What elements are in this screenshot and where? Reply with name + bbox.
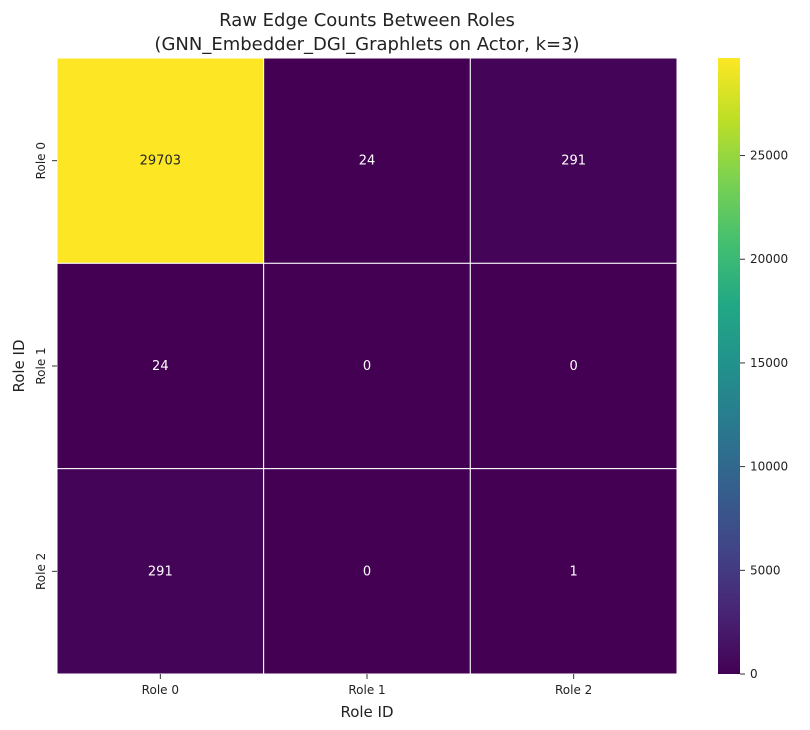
x-tick-label-1: Role 1	[348, 683, 385, 697]
y-axis-label: Role ID	[10, 339, 28, 392]
heatmap-cell-r2-c0	[56, 468, 265, 675]
cell-value-label-r1-c1: 0	[363, 359, 371, 374]
cell-value-label-r0-c1: 24	[359, 154, 376, 169]
colorbar-tick-label-2: 10000	[750, 460, 788, 474]
heatmap-cell-r1-c0	[56, 262, 265, 470]
heatmap-cell-r0-c1	[263, 57, 471, 264]
colorbar	[718, 58, 740, 674]
colorbar-ticks: 0 5000 10000 15000 20000 25000	[740, 149, 788, 681]
colorbar-tick-label-5: 25000	[750, 149, 788, 163]
y-axis: Role 0 Role 1 Role 2	[34, 142, 57, 590]
heatmap-cell-r0-c0	[56, 57, 265, 264]
y-tick-label-2: Role 2	[34, 553, 48, 590]
heatmap-cell-r2-c1	[263, 468, 471, 675]
colorbar-tick-label-1: 5000	[750, 563, 781, 577]
x-tick-label-0: Role 0	[142, 683, 179, 697]
colorbar-tick-label-4: 20000	[750, 252, 788, 266]
cell-value-label-r0-c2: 291	[561, 154, 586, 169]
cell-value-label-r1-c2: 0	[570, 359, 578, 374]
x-axis: Role 0 Role 1 Role 2	[142, 674, 592, 697]
colorbar-tick-label-3: 15000	[750, 356, 788, 370]
cell-value-label-r1-c0: 24	[152, 359, 169, 374]
x-axis-label: Role ID	[340, 703, 393, 721]
chart-title-line-2: (GNN_Embedder_DGI_Graphlets on Actor, k=…	[154, 34, 579, 55]
y-tick-label-0: Role 0	[34, 142, 48, 179]
cell-value-label-r2-c1: 0	[363, 564, 371, 579]
cell-value-label-r2-c0: 291	[148, 564, 173, 579]
heatmap-cell-r1-c1	[263, 262, 471, 470]
cell-value-label-r0-c0: 29703	[140, 154, 181, 169]
heatmap-cells: 29703 24 291 24 0 0 291 0 1	[56, 57, 678, 675]
y-tick-label-1: Role 1	[34, 347, 48, 384]
cell-value-label-r2-c2: 1	[570, 564, 578, 579]
colorbar-tick-label-0: 0	[750, 667, 758, 681]
heatmap-cell-r0-c2	[469, 57, 678, 264]
x-tick-label-2: Role 2	[555, 683, 592, 697]
chart-title-line-1: Raw Edge Counts Between Roles	[219, 10, 515, 31]
heatmap-cell-r1-c2	[469, 262, 678, 470]
